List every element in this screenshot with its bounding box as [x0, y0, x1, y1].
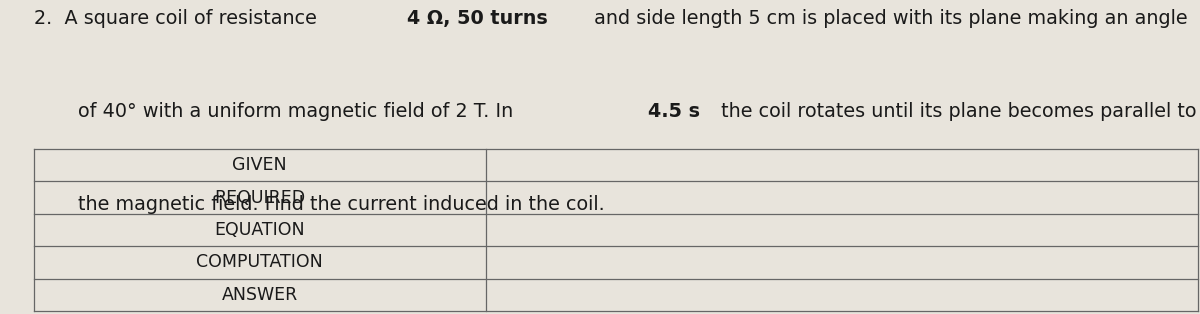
- Text: 4.5 s: 4.5 s: [648, 102, 700, 121]
- Text: and side length 5 cm is placed with its plane making an angle: and side length 5 cm is placed with its …: [588, 9, 1188, 29]
- Text: 2.  A square coil of resistance: 2. A square coil of resistance: [34, 9, 323, 29]
- Text: 4 Ω, 50 turns: 4 Ω, 50 turns: [407, 9, 547, 29]
- Text: the magnetic field. Find the current induced in the coil.: the magnetic field. Find the current ind…: [78, 195, 605, 214]
- Text: of 40° with a uniform magnetic field of 2 T. In: of 40° with a uniform magnetic field of …: [78, 102, 520, 121]
- Text: ANSWER: ANSWER: [222, 286, 298, 304]
- Text: REQUIRED: REQUIRED: [215, 189, 305, 207]
- Text: the coil rotates until its plane becomes parallel to: the coil rotates until its plane becomes…: [715, 102, 1196, 121]
- Text: COMPUTATION: COMPUTATION: [197, 253, 323, 271]
- Text: EQUATION: EQUATION: [215, 221, 305, 239]
- Text: GIVEN: GIVEN: [233, 156, 287, 174]
